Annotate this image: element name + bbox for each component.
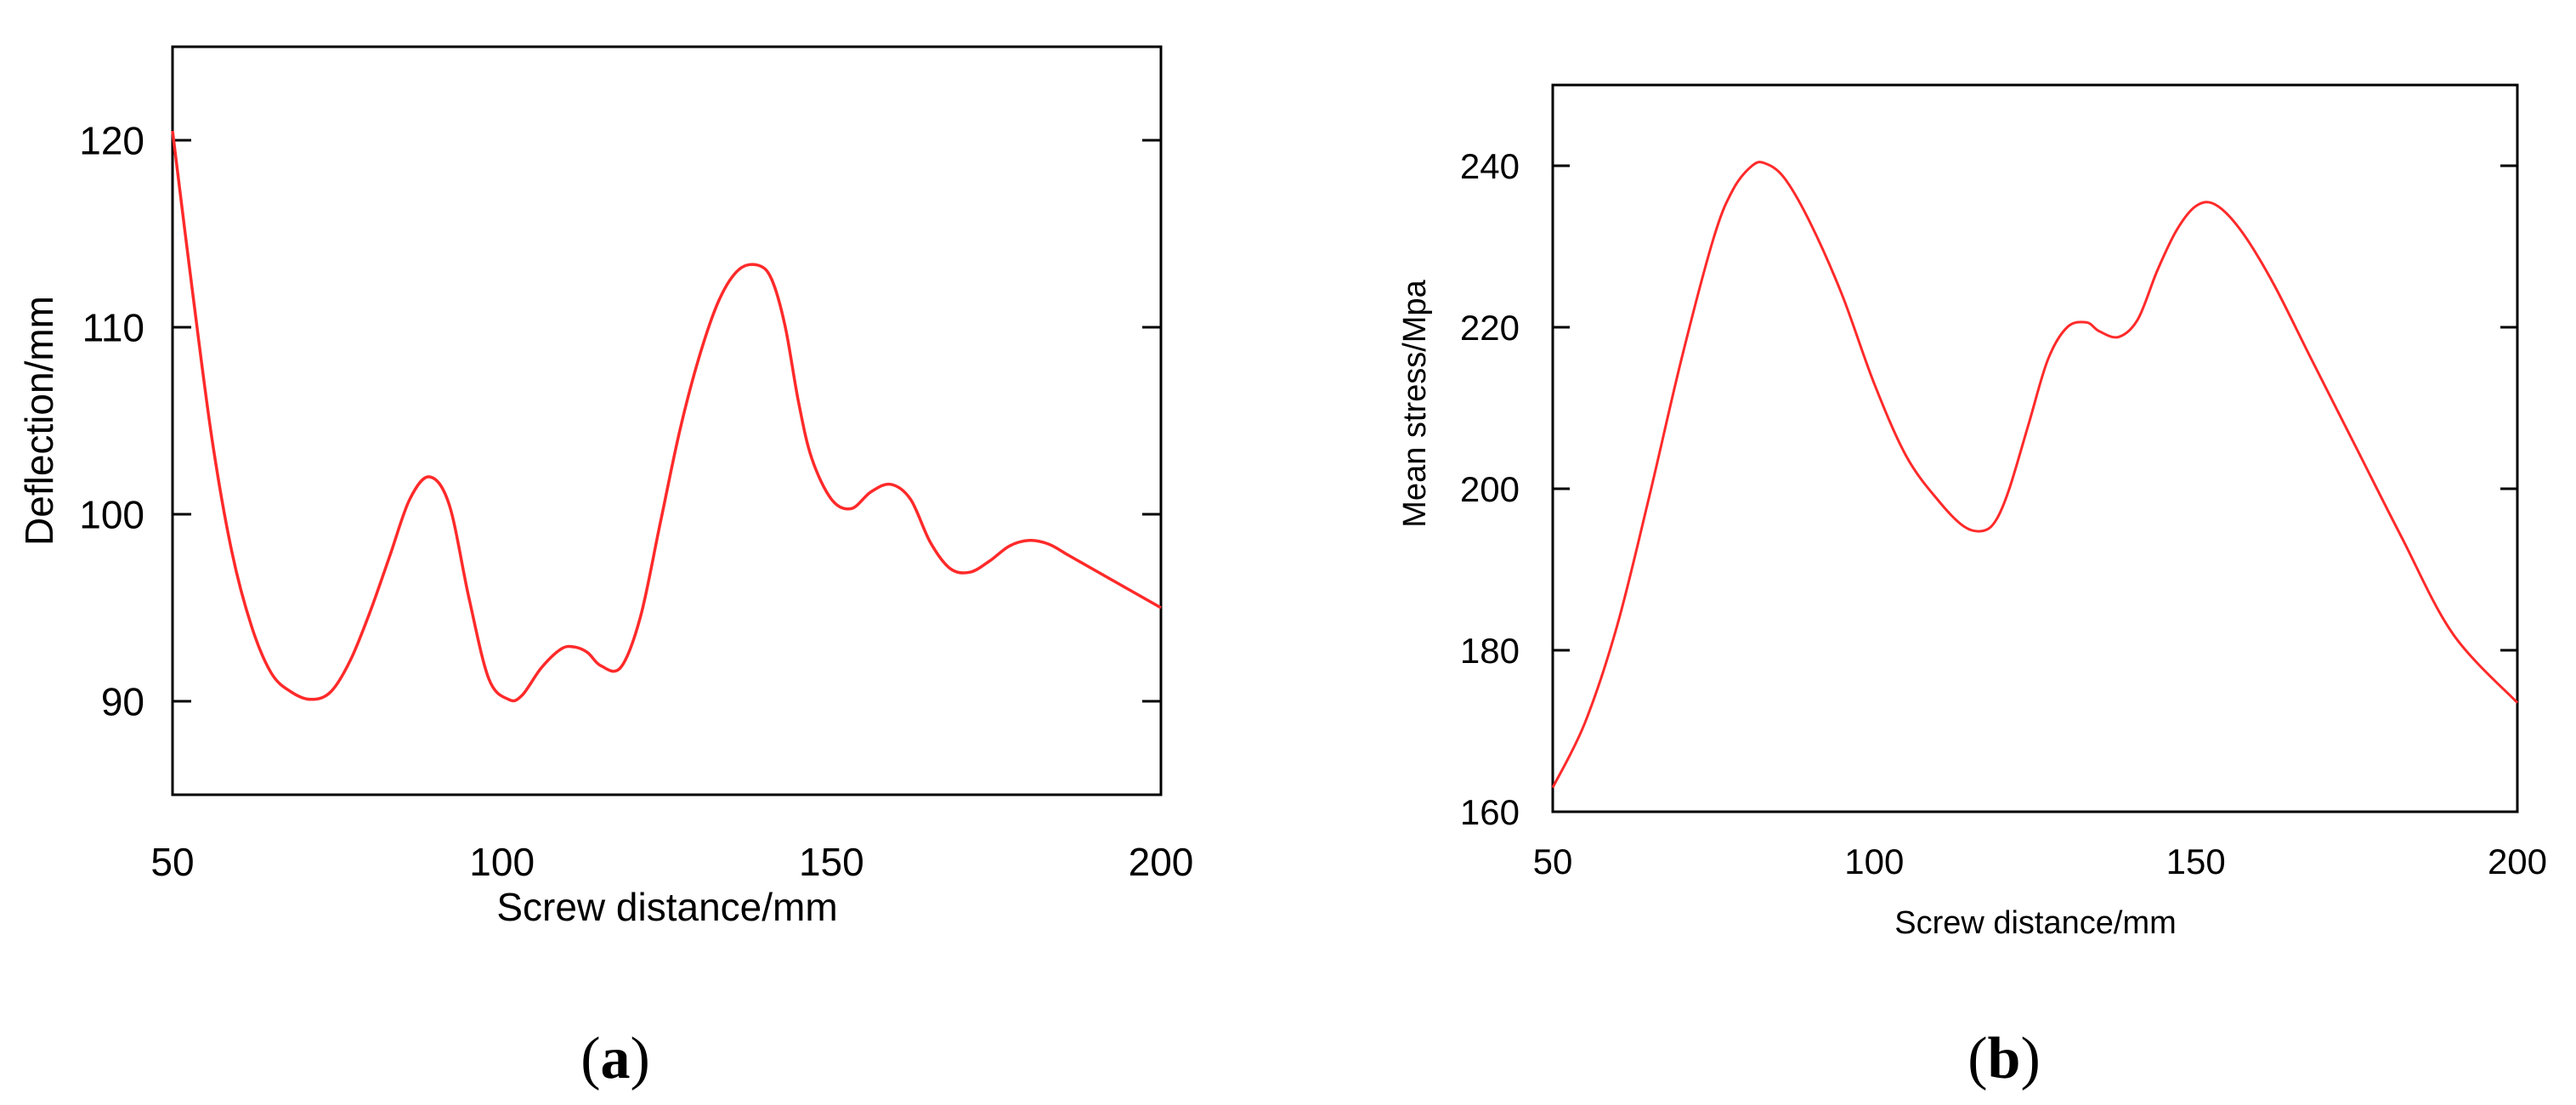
y-tick-label: 180: [1460, 631, 1520, 671]
y-tick-label: 100: [79, 493, 144, 537]
panel-b-caption: (b): [1967, 1026, 2041, 1091]
y-tick-label: 220: [1460, 308, 1520, 348]
panel-a: 50 100 150 200 90 100 110 120 Screw distance/m…: [17, 45, 1193, 1091]
x-tick-label: 100: [469, 840, 535, 884]
panel-a-y-tick-labels: 90 100 110 120: [79, 119, 144, 724]
panel-a-caption-open: (: [580, 1026, 600, 1091]
panel-b-x-tick-labels: 50 100 150 200: [1533, 842, 2547, 881]
panel-a-caption-close: ): [631, 1026, 650, 1091]
y-tick-label: 120: [79, 119, 144, 163]
panel-b-caption-letter: b: [1988, 1026, 2021, 1091]
x-tick-label: 50: [150, 840, 194, 884]
x-tick-label: 50: [1533, 842, 1573, 881]
panel-a-caption: (a): [580, 1026, 650, 1091]
x-tick-label: 150: [2166, 842, 2226, 881]
panel-b-caption-open: (: [1967, 1026, 1987, 1091]
panel-b-series-line: [1551, 161, 2519, 789]
x-tick-label: 200: [2488, 842, 2547, 881]
x-tick-label: 100: [1844, 842, 1904, 881]
panel-b-x-axis-title: Screw distance/mm: [1894, 905, 2177, 941]
y-tick-label: 110: [82, 306, 144, 350]
panel-b: 50 100 150 200 160 180 200 220 240 Screw distan…: [1397, 83, 2547, 1091]
panel-a-caption-letter: a: [601, 1026, 631, 1091]
panel-b-frame: [1551, 83, 2519, 813]
panel-b-y-tick-labels: 160 180 200 220 240: [1460, 146, 1520, 832]
panel-a-y-axis-title: Deflection/mm: [17, 296, 61, 546]
panel-b-y-axis-title: Mean stress/Mpa: [1397, 279, 1433, 527]
panel-b-caption-close: ): [2020, 1026, 2040, 1091]
x-tick-label: 200: [1129, 840, 1194, 884]
panel-a-y-ticks: [173, 139, 1161, 703]
y-tick-label: 90: [101, 680, 144, 724]
y-tick-label: 160: [1460, 792, 1520, 832]
panel-b-y-ticks: [1553, 164, 2517, 813]
panel-a-x-axis-title: Screw distance/mm: [496, 885, 837, 929]
y-tick-label: 200: [1460, 469, 1520, 509]
panel-a-series-line: [171, 130, 1162, 703]
panel-a-frame: [171, 45, 1163, 796]
panel-a-x-tick-labels: 50 100 150 200: [150, 840, 1193, 884]
x-tick-label: 150: [799, 840, 864, 884]
y-tick-label: 240: [1460, 146, 1520, 186]
